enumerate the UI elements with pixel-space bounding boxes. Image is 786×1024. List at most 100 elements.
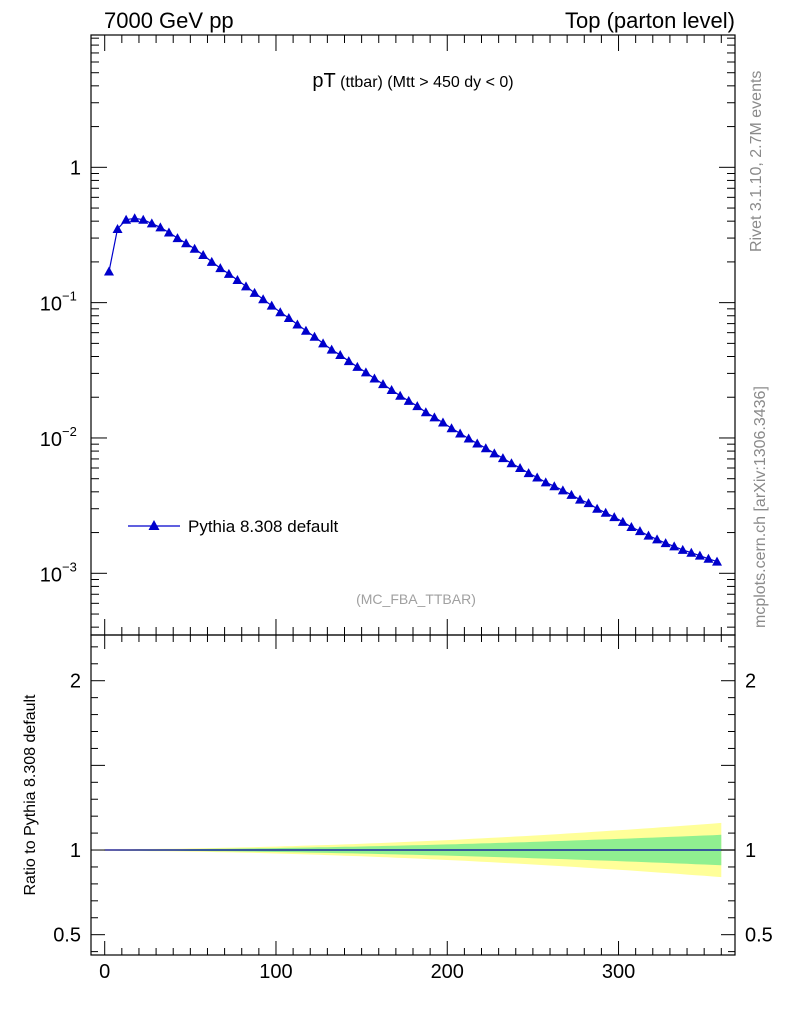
main-ytick-label: 10 [40,294,62,316]
data-point [472,438,483,448]
legend-label: Pythia 8.308 default [188,517,339,536]
data-point [420,407,431,417]
data-point [146,218,157,228]
data-point [275,307,286,317]
data-point [574,494,585,504]
data-point [189,243,200,253]
data-point [395,390,406,400]
data-point [634,526,645,536]
plot-title-main: pT [312,70,335,92]
data-point [326,344,337,354]
data-point [181,238,192,248]
data-point [121,214,132,224]
data-point [360,367,371,377]
data-point [412,401,423,411]
data-point [266,300,277,310]
data-point [463,433,474,443]
plot-title-small: (ttbar) [336,74,383,91]
data-point [446,423,457,433]
data-point [600,507,611,517]
data-point [163,227,174,237]
ratio-xtick-label: 200 [431,961,464,983]
main-axis-ticks: 110−110−210−3 [40,35,735,635]
data-point [112,224,123,234]
main-ytick-label-exp: −3 [62,559,77,574]
data-point [249,287,260,297]
header-right: Top (parton level) [565,8,735,33]
analysis-watermark: (MC_FBA_TTBAR) [356,591,476,607]
ratio-axis-ticks: 0 100 200 300 2 2 1 1 0.5 0.5 [53,635,773,983]
data-point [378,379,389,389]
data-point [583,498,594,508]
ratio-xtick-label: 300 [602,961,635,983]
data-point [403,395,414,405]
data-point [309,331,320,341]
ratio-xtick-label: 0 [99,961,110,983]
data-point [386,385,397,395]
data-point [215,263,226,273]
data-point [335,350,346,360]
main-ytick-label-exp: −1 [62,289,77,304]
main-plot-frame [90,34,736,636]
ratio-ytick-label-right: 0.5 [745,925,773,947]
data-point [352,361,363,371]
data-point [172,233,183,243]
data-point [609,512,620,522]
data-point [549,481,560,491]
main-ytick-label-exp: −2 [62,424,77,439]
ratio-ytick-label-right: 1 [745,840,756,862]
data-point [617,516,628,526]
data-point [480,443,491,453]
ratio-ylabel: Ratio to Pythia 8.308 default [22,694,39,896]
ratio-xtick-label: 100 [259,961,292,983]
data-point [703,553,714,563]
legend-marker [148,520,160,530]
data-point [241,281,252,291]
data-point [652,534,663,544]
data-point [523,468,534,478]
ratio-ytick-label: 1 [70,840,81,862]
main-ytick-label: 10 [40,564,62,586]
data-point [455,428,466,438]
data-point [437,417,448,427]
data-point [223,268,234,278]
data-point [566,489,577,499]
ratio-bands [104,822,735,878]
data-point [258,294,269,304]
mcplots-label: mcplots.cern.ch [arXiv:1306.3436] [752,386,769,628]
data-point [540,477,551,487]
data-point [283,313,294,323]
data-point [103,266,114,276]
ratio-ytick-label: 0.5 [53,925,81,947]
main-ytick-label: 10 [40,429,62,451]
data-point [369,373,380,383]
data-point [129,213,140,223]
data-point [660,538,671,548]
data-point [677,544,688,554]
data-point [712,556,723,566]
data-point [515,462,526,472]
series-line [108,217,718,563]
ratio-ytick-label-right: 2 [745,671,756,693]
data-point [506,458,517,468]
data-point [532,472,543,482]
data-point [318,338,329,348]
data-point [292,319,303,329]
data-point [343,356,354,366]
ratio-ytick-label: 2 [70,671,81,693]
data-point [592,503,603,513]
legend: Pythia 8.308 default [128,517,339,536]
data-point [155,222,166,232]
rivet-label: Rivet 3.1.10, 2.7M events [748,71,765,252]
data-point [489,448,500,458]
plot-title-rest: (Mtt > 450 dy < 0) [383,74,514,91]
data-point [198,249,209,259]
main-ytick-label: 1 [70,157,81,179]
data-point [497,453,508,463]
data-point [626,521,637,531]
series-pythia [103,213,723,566]
data-point [429,412,440,422]
data-point [686,547,697,557]
header-left: 7000 GeV pp [104,8,234,33]
